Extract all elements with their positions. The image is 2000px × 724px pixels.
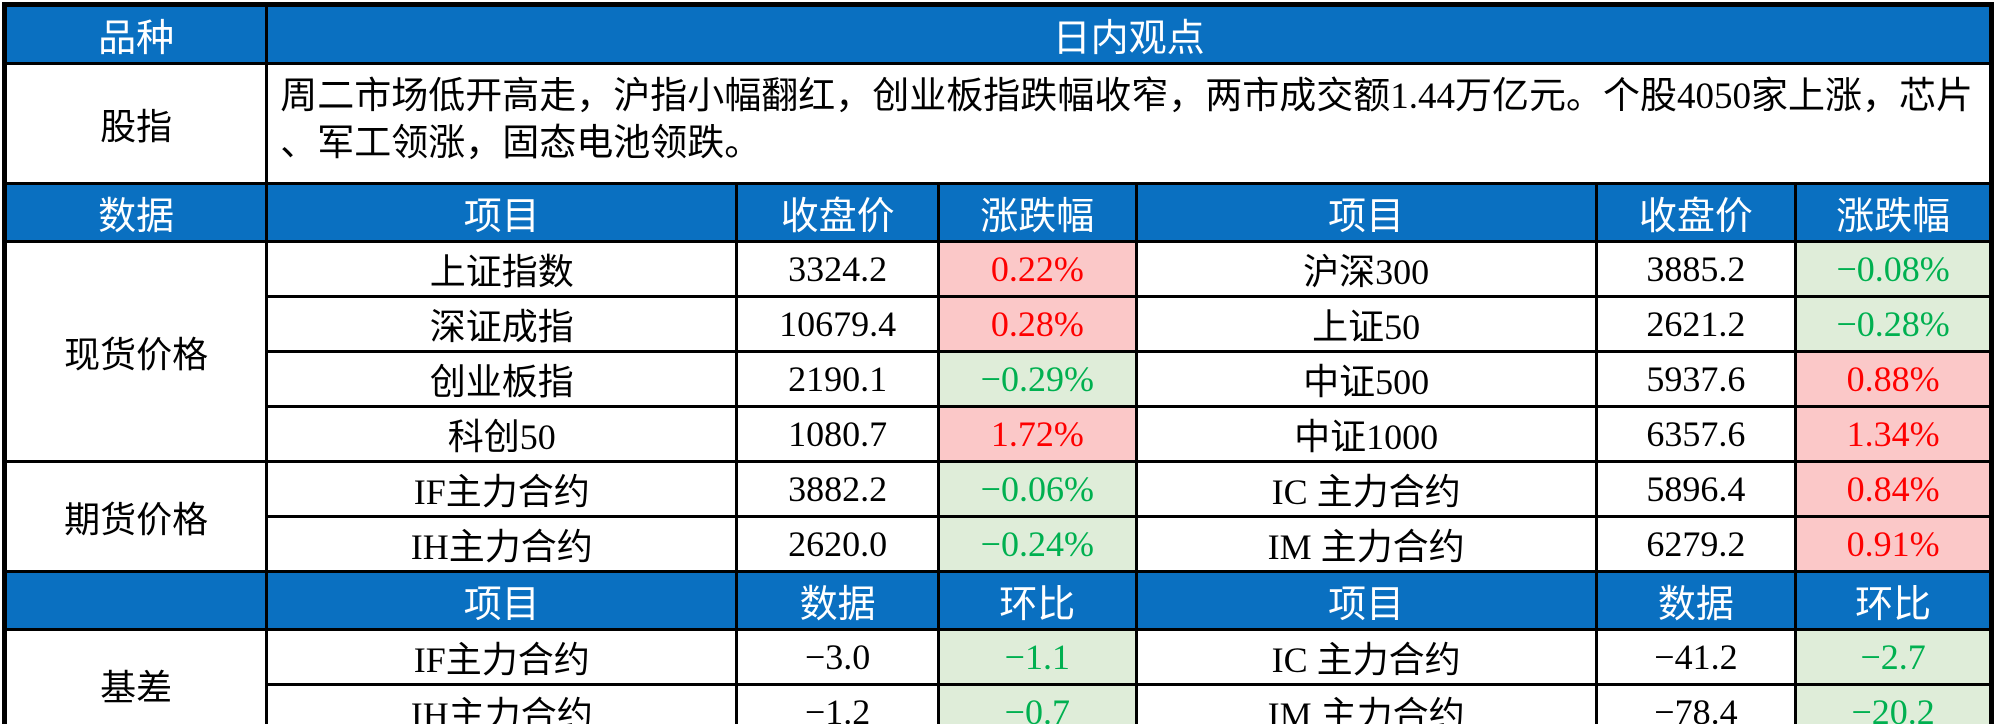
table-row-price-headers: 数据 项目 收盘价 涨跌幅 项目 收盘价 涨跌幅	[2, 182, 1993, 243]
close-value: 3885.2	[1594, 240, 1798, 298]
change-header-left: 涨跌幅	[936, 182, 1138, 243]
data-corner-header: 数据	[2, 182, 269, 243]
mom-value: −0.7	[936, 683, 1138, 724]
close-value: 2190.1	[735, 350, 940, 408]
change-value: 1.34%	[1794, 405, 1993, 463]
table-row-commentary: 股指 周二市场低开高走，沪指小幅翻红，创业板指跌幅收窄，两市成交额1.44万亿元…	[2, 62, 1993, 185]
item-name: 上证指数	[265, 240, 739, 298]
item-name: IH主力合约	[265, 683, 739, 724]
table-row-spot-1: 现货价格 上证指数 3324.2 0.22% 沪深300 3885.2 −0.0…	[2, 240, 1993, 463]
variety-label: 股指	[2, 62, 269, 185]
mom-value: −1.1	[936, 628, 1138, 686]
close-value: 6357.6	[1594, 405, 1798, 463]
table-row-basis-headers: 项目 数据 环比 项目 数据 环比	[2, 570, 1993, 631]
close-value: 5937.6	[1594, 350, 1798, 408]
close-value: 1080.7	[735, 405, 940, 463]
table-row-basis-2: IH主力合约 −1.2 −0.7 IM 主力合约 −78.4 −20.2	[5, 683, 1993, 724]
item-name: 科创50	[265, 405, 739, 463]
change-value: −0.29%	[936, 350, 1138, 408]
item-name: IC 主力合约	[1134, 628, 1598, 686]
change-value: 0.84%	[1794, 460, 1993, 518]
mom-value: −2.7	[1794, 628, 1993, 686]
mom-header-left: 环比	[936, 570, 1138, 631]
change-value: −0.08%	[1794, 240, 1993, 298]
change-value: −0.24%	[936, 515, 1138, 573]
mom-header-right: 环比	[1794, 570, 1993, 631]
close-header-right: 收盘价	[1594, 182, 1798, 243]
change-value: 0.28%	[936, 295, 1138, 353]
item-name: 深证成指	[265, 295, 739, 353]
close-value: 5896.4	[1594, 460, 1798, 518]
intraday-commentary-text: 周二市场低开高走，沪指小幅翻红，创业板指跌幅收窄，两市成交额1.44万亿元。个股…	[265, 62, 1993, 185]
close-value: 10679.4	[735, 295, 940, 353]
close-value: 6279.2	[1594, 515, 1798, 573]
table-row-spot-2: 深证成指 10679.4 0.28% 上证50 2621.2 −0.28%	[5, 295, 1993, 353]
change-value: −0.06%	[936, 460, 1138, 518]
table-row-spot-4: 科创50 1080.7 1.72% 中证1000 6357.6 1.34%	[5, 405, 1993, 463]
close-value: 2620.0	[735, 515, 940, 573]
change-value: 0.88%	[1794, 350, 1993, 408]
change-value: 1.72%	[936, 405, 1138, 463]
item-name: IH主力合约	[265, 515, 739, 573]
item-name: IF主力合约	[265, 460, 739, 518]
data-value: −1.2	[735, 683, 940, 724]
item-name: 中证1000	[1134, 405, 1598, 463]
close-value: 3324.2	[735, 240, 940, 298]
basis-corner-blank	[2, 570, 269, 631]
close-value: 2621.2	[1594, 295, 1798, 353]
item-name: IF主力合约	[265, 628, 739, 686]
spot-group-label: 现货价格	[2, 240, 269, 463]
table-row-futures-1: 期货价格 IF主力合约 3882.2 −0.06% IC 主力合约 5896.4…	[2, 460, 1993, 573]
item-header-left: 项目	[265, 182, 739, 243]
item-name: IC 主力合约	[1134, 460, 1598, 518]
item-name: 中证500	[1134, 350, 1598, 408]
change-header-right: 涨跌幅	[1794, 182, 1993, 243]
item-name: IM 主力合约	[1134, 683, 1598, 724]
change-value: −0.28%	[1794, 295, 1993, 353]
table-row-basis-1: 基差 IF主力合约 −3.0 −1.1 IC 主力合约 −41.2 −2.7	[2, 628, 1993, 724]
item-name: 创业板指	[265, 350, 739, 408]
change-value: 0.91%	[1794, 515, 1993, 573]
futures-group-label: 期货价格	[2, 460, 269, 573]
item-header-right: 项目	[1134, 182, 1598, 243]
data-value: −78.4	[1594, 683, 1798, 724]
variety-column-header: 品种	[2, 3, 269, 65]
table-row-spot-3: 创业板指 2190.1 −0.29% 中证500 5937.6 0.88%	[5, 350, 1993, 408]
data-value: −3.0	[735, 628, 940, 686]
change-value: 0.22%	[936, 240, 1138, 298]
mom-value: −20.2	[1794, 683, 1993, 724]
table-row-header-top: 品种 日内观点	[2, 3, 1993, 65]
item-header-right: 项目	[1134, 570, 1598, 631]
data-header-right: 数据	[1594, 570, 1798, 631]
intraday-view-header: 日内观点	[265, 3, 1993, 65]
close-value: 3882.2	[735, 460, 940, 518]
basis-group-label: 基差	[2, 628, 269, 724]
item-name: IM 主力合约	[1134, 515, 1598, 573]
data-header-left: 数据	[735, 570, 940, 631]
data-value: −41.2	[1594, 628, 1798, 686]
item-header-left: 项目	[265, 570, 739, 631]
item-name: 上证50	[1134, 295, 1598, 353]
close-header-left: 收盘价	[735, 182, 940, 243]
table-row-futures-2: IH主力合约 2620.0 −0.24% IM 主力合约 6279.2 0.91…	[5, 515, 1993, 573]
item-name: 沪深300	[1134, 240, 1598, 298]
